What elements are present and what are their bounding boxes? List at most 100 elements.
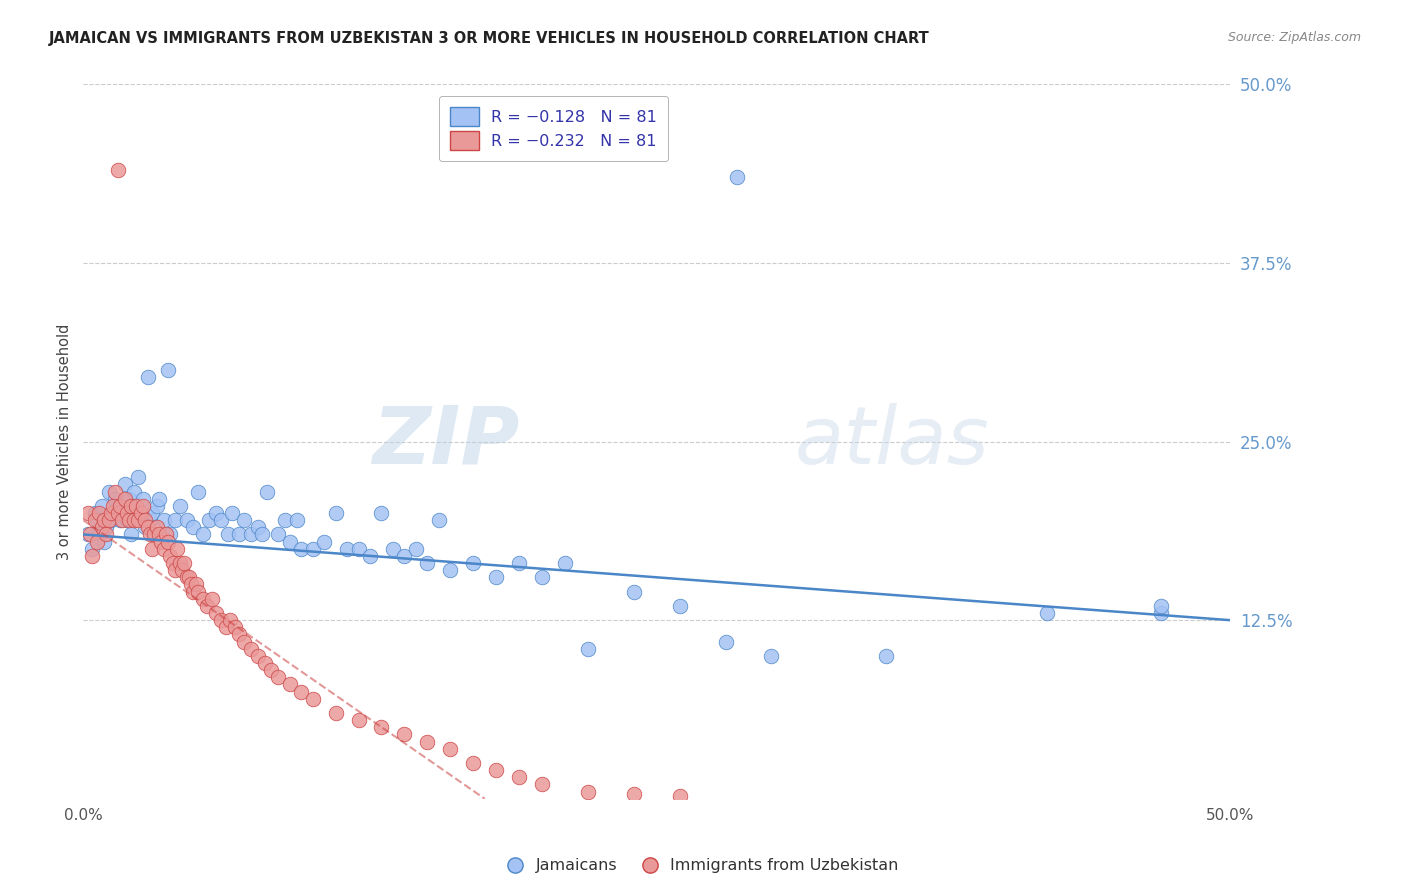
Point <box>439 563 461 577</box>
Point <box>267 670 290 684</box>
Point <box>359 549 381 563</box>
Point <box>187 484 209 499</box>
Point <box>122 484 145 499</box>
Point <box>77 506 100 520</box>
Text: atlas: atlas <box>794 402 990 481</box>
Point <box>97 513 120 527</box>
Point <box>219 613 242 627</box>
Point <box>239 527 262 541</box>
Point <box>180 577 202 591</box>
Point <box>301 691 323 706</box>
Point <box>191 591 214 606</box>
Point <box>228 527 250 541</box>
Point <box>114 491 136 506</box>
Text: JAMAICAN VS IMMIGRANTS FROM UZBEKISTAN 3 OR MORE VEHICLES IN HOUSEHOLD CORRELATI: JAMAICAN VS IMMIGRANTS FROM UZBEKISTAN 3… <box>49 31 929 46</box>
Point <box>347 541 370 556</box>
Point <box>250 527 273 541</box>
Point <box>90 499 112 513</box>
Point <box>485 763 508 777</box>
Point <box>145 520 167 534</box>
Point <box>166 541 188 556</box>
Point <box>405 541 427 556</box>
Point <box>86 513 108 527</box>
Point <box>416 734 439 748</box>
Point <box>290 684 312 698</box>
Point <box>89 527 111 541</box>
Point <box>100 506 122 520</box>
Point <box>508 770 530 784</box>
Point <box>232 513 254 527</box>
Point <box>129 513 152 527</box>
Y-axis label: 3 or more Vehicles in Household: 3 or more Vehicles in Household <box>58 324 72 560</box>
Point <box>77 527 100 541</box>
Point <box>195 599 218 613</box>
Point <box>187 584 209 599</box>
Point <box>381 541 404 556</box>
Point <box>176 570 198 584</box>
Point <box>209 513 232 527</box>
Point <box>111 513 134 527</box>
Point <box>1150 599 1173 613</box>
Point <box>205 506 228 520</box>
Point <box>125 506 148 520</box>
Point <box>115 506 138 520</box>
Point <box>157 363 180 377</box>
Point <box>83 506 105 520</box>
Point <box>246 520 269 534</box>
Point <box>159 549 181 563</box>
Point <box>125 499 148 513</box>
Point <box>463 556 485 570</box>
Point <box>141 506 163 520</box>
Point <box>274 513 297 527</box>
Point <box>184 577 207 591</box>
Point <box>221 506 243 520</box>
Point <box>134 520 156 534</box>
Point <box>136 370 159 384</box>
Point <box>336 541 359 556</box>
Point <box>714 634 737 648</box>
Point <box>89 506 111 520</box>
Point <box>394 549 416 563</box>
Point <box>118 513 141 527</box>
Point <box>104 491 127 506</box>
Point <box>152 541 174 556</box>
Point <box>554 556 576 570</box>
Point <box>177 570 200 584</box>
Point <box>278 534 301 549</box>
Point <box>162 556 184 570</box>
Point <box>205 606 228 620</box>
Point <box>107 499 129 513</box>
Point <box>201 591 224 606</box>
Point <box>107 506 129 520</box>
Point <box>90 520 112 534</box>
Point <box>159 527 181 541</box>
Point <box>191 527 214 541</box>
Point <box>100 513 122 527</box>
Point <box>314 534 336 549</box>
Point <box>169 499 191 513</box>
Point <box>531 777 554 791</box>
Point <box>152 513 174 527</box>
Point <box>143 527 166 541</box>
Point <box>416 556 439 570</box>
Point <box>127 513 149 527</box>
Point <box>121 499 143 513</box>
Point <box>183 520 205 534</box>
Point <box>285 513 308 527</box>
Point <box>325 506 347 520</box>
Point <box>875 648 897 663</box>
Point <box>232 634 254 648</box>
Point <box>150 534 173 549</box>
Point <box>623 788 645 802</box>
Point <box>96 520 118 534</box>
Point <box>169 556 191 570</box>
Point <box>217 527 239 541</box>
Point <box>256 484 278 499</box>
Point <box>725 170 748 185</box>
Point <box>101 499 124 513</box>
Point <box>347 713 370 727</box>
Point <box>370 720 392 734</box>
Point <box>139 527 162 541</box>
Point <box>148 491 170 506</box>
Point <box>209 613 232 627</box>
